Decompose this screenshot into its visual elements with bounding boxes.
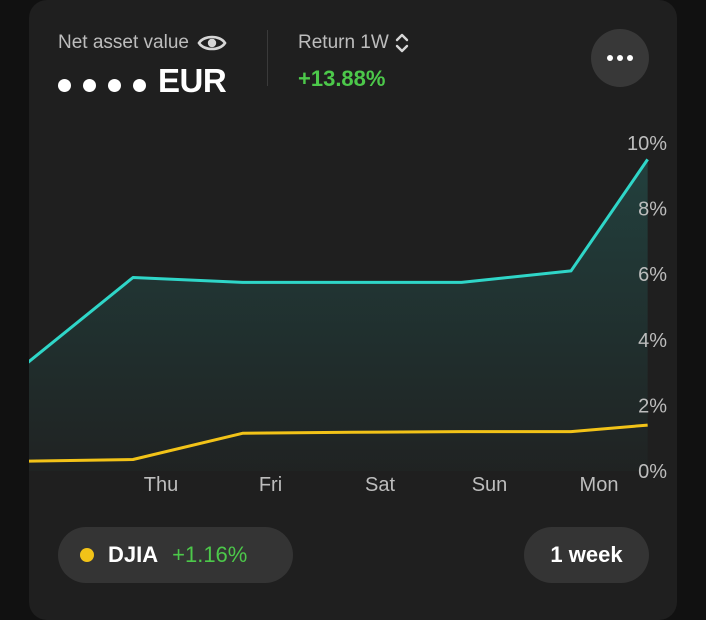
return-period-selector[interactable]: Return 1W	[298, 32, 409, 54]
return-label: Return 1W	[298, 32, 389, 53]
y-tick-label: 10%	[627, 133, 667, 155]
benchmark-chip[interactable]: DJIA +1.16%	[58, 527, 293, 583]
performance-chart: 0% 2% 4% 6% 8% 10% Thu Fri Sat Sun Mon	[29, 133, 667, 496]
period-button[interactable]: 1 week	[524, 527, 649, 583]
eye-icon[interactable]	[197, 33, 227, 53]
benchmark-line	[29, 423, 648, 463]
portfolio-card: Net asset value EUR Return 1W +13.88% 0%…	[29, 0, 677, 620]
more-horizontal-icon	[607, 55, 613, 61]
y-tick-label: 8%	[638, 199, 667, 221]
portfolio-area-fill	[29, 159, 648, 471]
x-tick-label: Mon	[580, 474, 619, 496]
x-tick-label: Fri	[259, 474, 282, 496]
y-tick-label: 4%	[638, 330, 667, 352]
x-tick-label: Thu	[144, 474, 178, 496]
currency-label: EUR	[158, 62, 227, 99]
header-divider	[267, 30, 268, 86]
hidden-value-dots	[58, 62, 158, 100]
x-tick-label: Sun	[472, 474, 508, 496]
portfolio-line	[29, 158, 649, 364]
benchmark-change: +1.16%	[172, 542, 248, 567]
net-asset-value: EUR	[58, 62, 227, 100]
return-value: +13.88%	[298, 66, 386, 91]
y-tick-label: 0%	[638, 461, 667, 483]
benchmark-color-dot	[80, 548, 94, 562]
sort-updown-icon	[395, 33, 409, 53]
y-tick-label: 6%	[638, 264, 667, 286]
x-tick-label: Sat	[365, 474, 395, 496]
net-asset-value-label: Net asset value	[58, 32, 189, 53]
y-tick-label: 2%	[638, 395, 667, 417]
more-options-button[interactable]	[591, 29, 649, 87]
benchmark-name: DJIA	[108, 542, 159, 567]
net-asset-value-header: Net asset value	[58, 32, 227, 54]
